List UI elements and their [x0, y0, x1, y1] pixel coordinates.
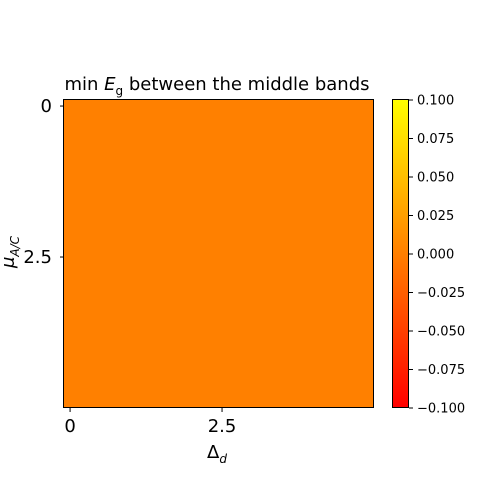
heatmap-plot-area	[64, 100, 374, 408]
colorbar	[392, 99, 409, 408]
colorbar-ticks: 0.100 0.075 0.050 0.025 0.000 −0.025 −0.050 −0.…	[409, 94, 465, 417]
chart-title: min Eg between the middle bands	[64, 74, 369, 98]
colorbar-tick-label: 0.025	[417, 209, 454, 224]
y-tick-label: 0	[41, 96, 52, 117]
colorbar-tick-label: −0.050	[417, 325, 465, 340]
x-tick-label: 2.5	[208, 416, 237, 437]
axes-frame	[63, 99, 374, 408]
colorbar-tick-label: −0.100	[417, 402, 465, 417]
y-axis-ticks: 02.5	[23, 96, 64, 268]
colorbar-tick-label: 0.075	[417, 132, 454, 147]
x-axis-ticks: 0 2.5	[64, 408, 236, 437]
x-axis-label: Δd	[207, 442, 227, 466]
x-tick-label: 0	[64, 416, 75, 437]
heatmap-cell	[64, 100, 374, 408]
y-tick-label: 2.5	[23, 247, 52, 268]
colorbar-tick-label: 0.050	[417, 171, 454, 186]
colorbar-tick-label: 0.100	[417, 94, 454, 109]
colorbar-tick-label: −0.075	[417, 363, 465, 378]
colorbar-tick-label: −0.025	[417, 286, 465, 301]
y-axis-label: μA/C	[0, 235, 22, 269]
colorbar-tick-label: 0.000	[417, 248, 454, 263]
